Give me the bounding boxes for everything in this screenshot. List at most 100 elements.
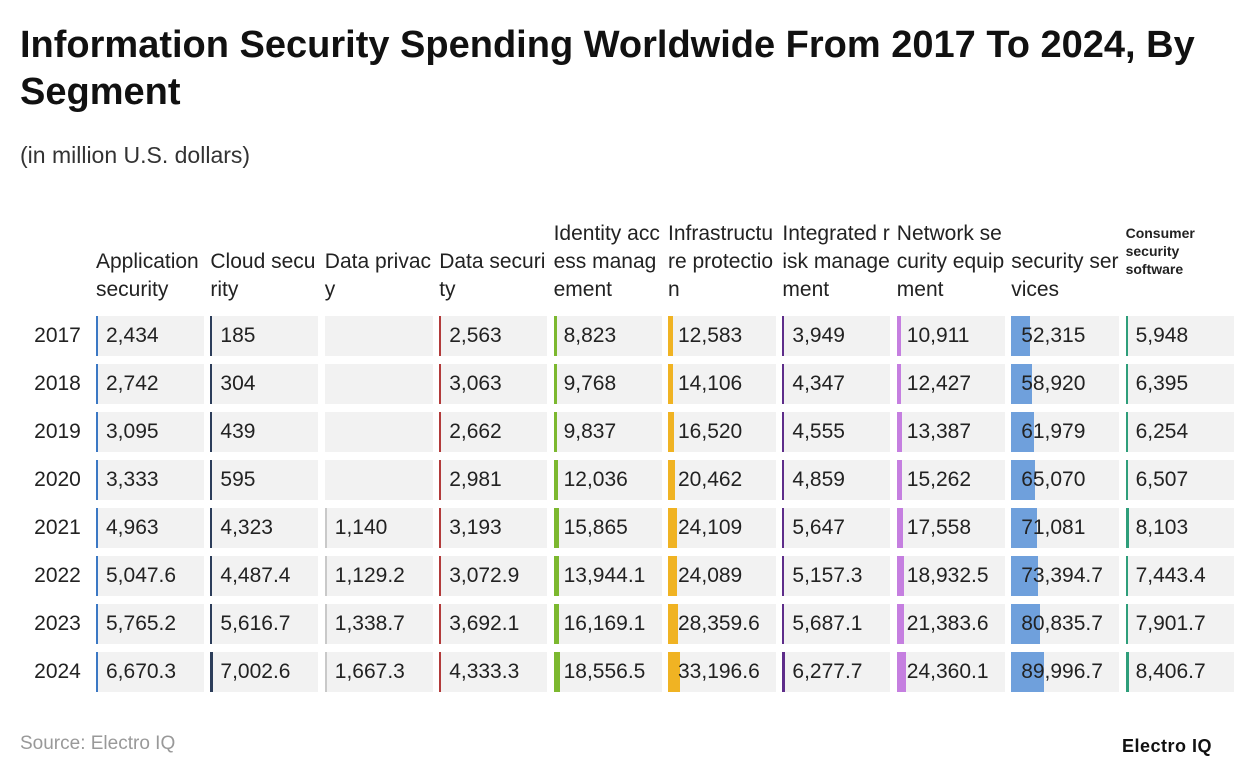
bar (439, 364, 442, 404)
bar (210, 412, 213, 452)
bar (1125, 316, 1128, 356)
row-label: 2023 (34, 612, 81, 635)
cell: 71,081 (1011, 508, 1120, 548)
brand: Electro IQ (1121, 736, 1212, 756)
bar (553, 604, 560, 644)
cell: 6,277.7 (782, 652, 891, 692)
value-label: 3,072.9 (449, 564, 520, 587)
bar (782, 412, 785, 452)
cell: 61,979 (1011, 412, 1120, 452)
bar (439, 412, 442, 452)
cell: 8,103 (1125, 508, 1234, 548)
value-label: 12,427 (906, 372, 972, 395)
value-label: 3,692.1 (449, 612, 520, 635)
cell: 24,109 (668, 508, 776, 548)
cell: 5,616.7 (210, 604, 319, 644)
value-label: 18,556.5 (563, 660, 646, 683)
bar (1125, 556, 1129, 596)
value-label: 14,106 (678, 372, 743, 395)
cell: 8,823 (553, 316, 662, 356)
value-label: 1,129.2 (334, 564, 405, 587)
cell (324, 412, 433, 452)
cell: 4,323 (210, 508, 319, 548)
row-label: 2019 (34, 420, 81, 443)
bar (782, 316, 785, 356)
bar (896, 652, 906, 692)
cell: 4,963 (96, 508, 204, 548)
cell (324, 364, 433, 404)
cell: 2,742 (96, 364, 204, 404)
value-label: 4,487.4 (220, 564, 291, 587)
bar (782, 460, 785, 500)
bar (896, 604, 905, 644)
cell: 595 (210, 460, 319, 500)
bar (782, 556, 785, 596)
value-label: 5,647 (792, 516, 845, 539)
bar (324, 604, 327, 644)
bar (1011, 604, 1041, 644)
value-label: 89,996.7 (1021, 660, 1103, 683)
cell: 1,667.3 (324, 652, 433, 692)
cell: 58,920 (1011, 364, 1120, 404)
cell: 3,063 (439, 364, 548, 404)
bar (782, 364, 785, 404)
bar (782, 508, 785, 548)
cell: 89,996.7 (1011, 652, 1120, 692)
cell: 2,662 (439, 412, 548, 452)
bar (896, 412, 902, 452)
bar (1011, 412, 1034, 452)
cell: 2,434 (96, 316, 204, 356)
bar (668, 556, 677, 596)
value-label: 4,347 (792, 372, 845, 395)
value-label: 595 (220, 468, 256, 491)
value-label: 5,047.6 (106, 564, 177, 587)
value-label: 3,193 (449, 516, 502, 539)
value-label: 13,944.1 (563, 564, 646, 587)
value-label: 9,768 (563, 372, 617, 395)
cell: 12,427 (896, 364, 1005, 404)
bar (439, 604, 442, 644)
value-label: 13,387 (906, 420, 972, 443)
cell: 5,948 (1125, 316, 1234, 356)
cell: 52,315 (1011, 316, 1120, 356)
bar (96, 460, 98, 500)
value-label: 18,932.5 (906, 564, 989, 587)
bar (553, 556, 559, 596)
value-label: 10,911 (906, 324, 970, 347)
bar (210, 556, 213, 596)
value-label: 15,865 (563, 516, 628, 539)
cell: 33,196.6 (668, 652, 776, 692)
value-label: 21,383.6 (906, 612, 989, 635)
value-label: 6,395 (1135, 372, 1189, 395)
bar (1125, 508, 1129, 548)
cell: 80,835.7 (1011, 604, 1120, 644)
cell: 4,347 (782, 364, 891, 404)
cell: 28,359.6 (668, 604, 776, 644)
cell: 15,865 (553, 508, 662, 548)
bar (1125, 460, 1128, 500)
subtitle: (in million U.S. dollars) (20, 142, 251, 168)
bar (668, 652, 680, 692)
bar (896, 460, 903, 500)
bar (896, 364, 902, 404)
value-label: 2,563 (449, 324, 502, 347)
bar (782, 652, 785, 692)
value-label: 58,920 (1021, 372, 1086, 395)
bar (96, 364, 98, 404)
value-label: 17,558 (906, 516, 972, 539)
bar (324, 556, 327, 596)
bar (553, 316, 557, 356)
value-label: 1,140 (334, 516, 388, 539)
bar (896, 508, 904, 548)
value-label: 28,359.6 (678, 612, 760, 635)
cell: 4,333.3 (439, 652, 548, 692)
column-header: Application security (96, 250, 199, 301)
bar (96, 316, 98, 356)
column-header: Data security (439, 250, 546, 301)
value-label: 6,254 (1135, 420, 1189, 443)
cell: 3,949 (782, 316, 891, 356)
cell: 9,837 (553, 412, 662, 452)
cell: 65,070 (1011, 460, 1120, 500)
bar (553, 652, 561, 692)
value-label: 73,394.7 (1021, 564, 1103, 587)
